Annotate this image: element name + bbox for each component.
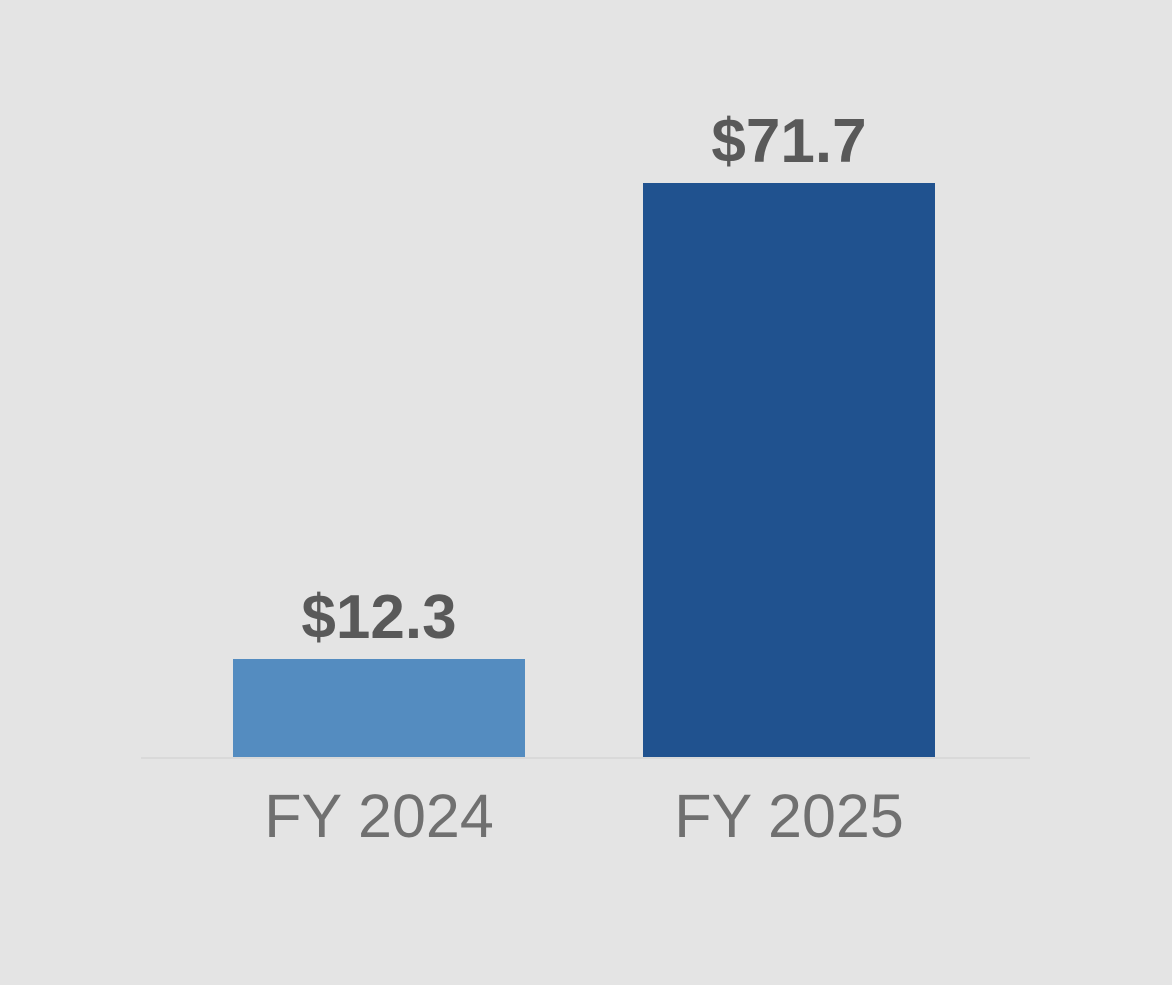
axis-label-fy2024: FY 2024: [264, 782, 494, 850]
data-label-fy2024: $12.3: [301, 583, 457, 652]
bar-fy2025: [643, 183, 935, 757]
bar-fy2024: [233, 659, 525, 757]
data-label-fy2025: $71.7: [711, 107, 867, 176]
axis-label-fy2025: FY 2025: [674, 782, 904, 850]
x-axis-baseline: [141, 757, 1030, 759]
bar-group-fy2025: $71.7: [643, 111, 935, 757]
bar-group-fy2024: $12.3: [233, 587, 525, 757]
